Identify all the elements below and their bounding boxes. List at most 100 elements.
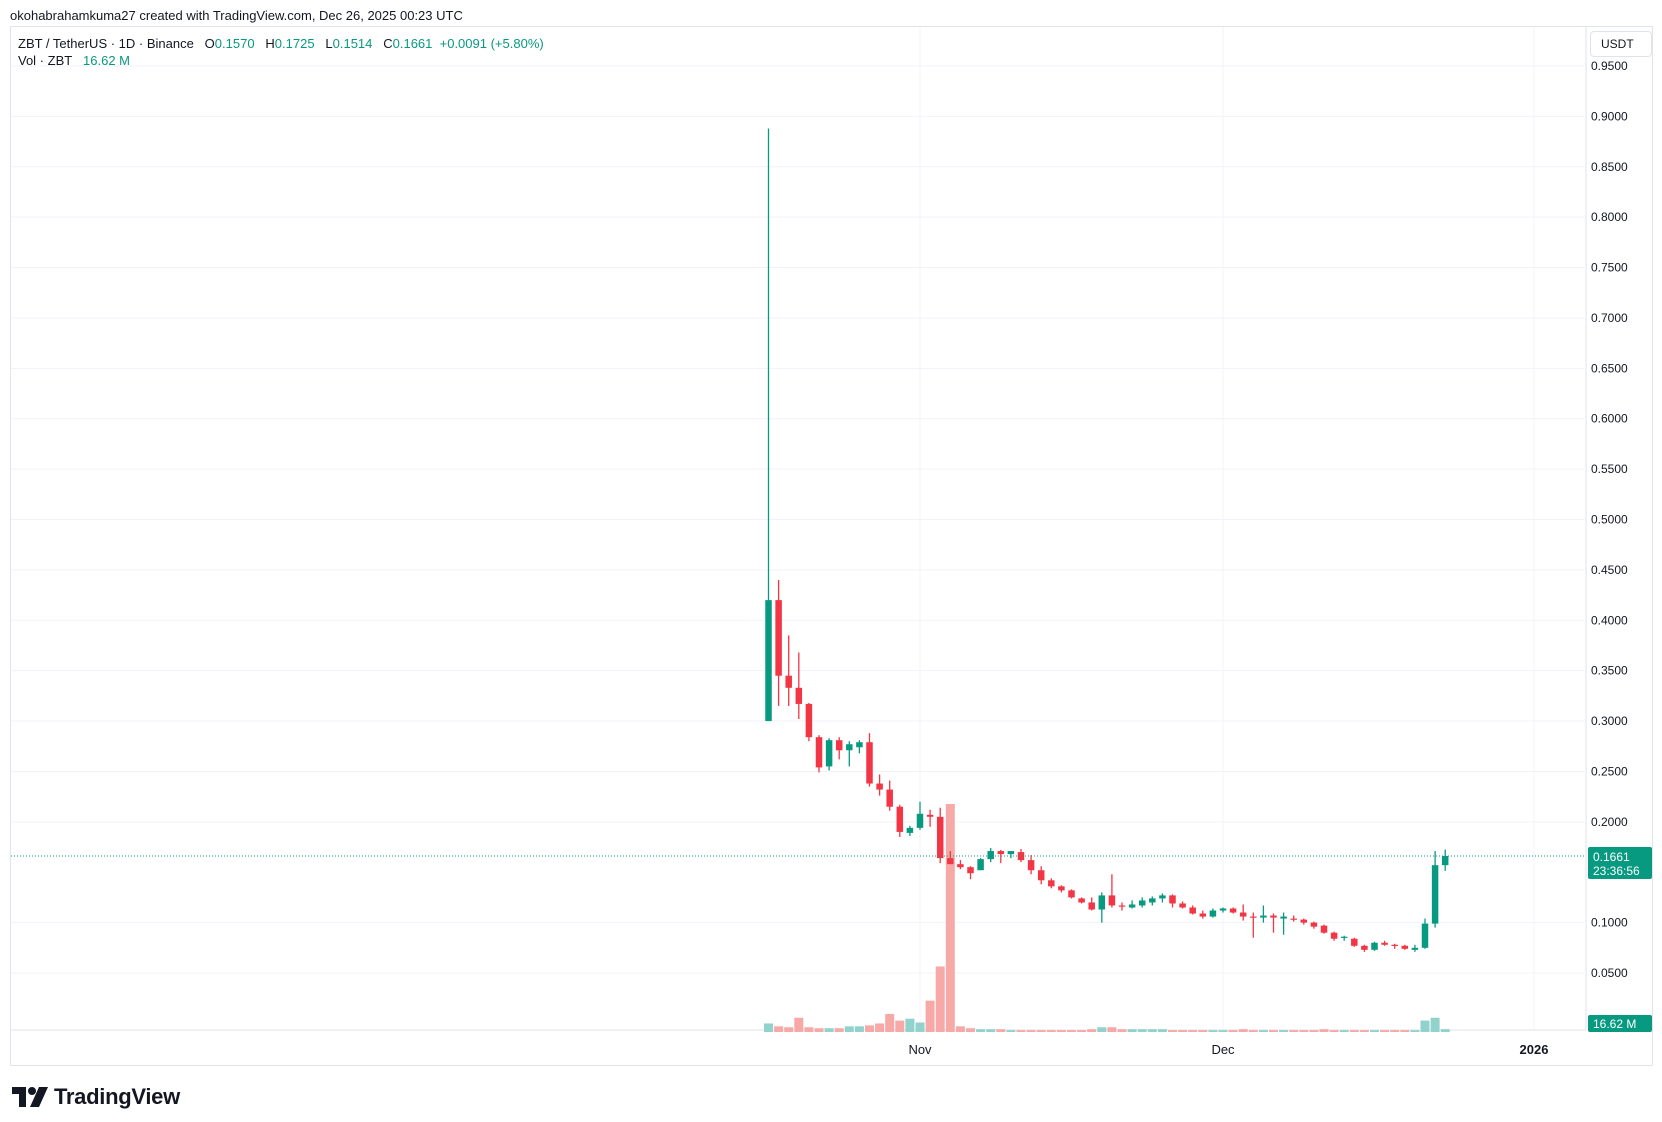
y-tick-label: 0.4500 xyxy=(1591,563,1628,577)
volume-bar xyxy=(905,1018,915,1032)
volume-bar xyxy=(1127,1029,1137,1032)
candle-body xyxy=(1381,942,1388,945)
volume-bar xyxy=(865,1025,874,1032)
volume-bar xyxy=(1390,1030,1400,1032)
candle-body xyxy=(795,687,803,704)
candle-body xyxy=(947,858,954,865)
volume-bar xyxy=(1147,1029,1157,1032)
candle-body xyxy=(805,703,813,738)
volume-bar xyxy=(1198,1030,1208,1032)
candle-body xyxy=(1088,902,1095,910)
volume-bar xyxy=(1067,1030,1076,1032)
volume-bar xyxy=(1238,1029,1248,1032)
volume-bar xyxy=(1077,1030,1087,1032)
volume-tag-value: 16.62 M xyxy=(1593,1017,1636,1031)
candle-body xyxy=(886,789,893,807)
volume-bar xyxy=(1218,1030,1228,1032)
price-axis: 0.9500 0.9000 0.8500 0.8000 0.7500 0.7000 0.65… xyxy=(1588,59,1650,1033)
volume-bar xyxy=(1329,1030,1339,1032)
volume-bar xyxy=(945,804,955,1032)
candle-body xyxy=(1351,938,1358,946)
candle-body xyxy=(1330,932,1338,939)
candle-body xyxy=(1239,912,1247,917)
volume-bars xyxy=(764,804,1450,1032)
candle-body xyxy=(1209,910,1217,917)
candle-body xyxy=(1108,895,1116,906)
candle-body xyxy=(896,806,904,832)
volume-bar xyxy=(1309,1030,1319,1032)
price-tag xyxy=(1588,846,1652,879)
volume-bar xyxy=(895,1020,905,1032)
volume-bar xyxy=(1380,1030,1390,1032)
volume-bar xyxy=(935,966,945,1032)
volume-bar xyxy=(1208,1030,1218,1032)
volume-bar xyxy=(1248,1030,1258,1032)
tradingview-logo[interactable]: TradingView xyxy=(12,1084,180,1110)
volume-bar xyxy=(1289,1030,1299,1032)
candle-body xyxy=(997,851,1005,855)
volume-bar xyxy=(1137,1029,1147,1032)
candle-body xyxy=(1058,886,1065,891)
candles xyxy=(765,128,1449,952)
volume-bar xyxy=(1056,1030,1066,1032)
volume-bar xyxy=(1178,1030,1188,1032)
candle-body xyxy=(835,740,843,751)
low-value: 0.1514 xyxy=(332,36,373,51)
candle-body xyxy=(1149,898,1156,903)
candle-body xyxy=(1431,865,1439,924)
volume-bar xyxy=(1319,1029,1329,1032)
y-tick-label: 0.9000 xyxy=(1591,109,1628,123)
chart-attribution: okohabrahamkuma27 created with TradingVi… xyxy=(10,8,463,23)
candle-body xyxy=(1138,900,1146,906)
y-tick-label: 0.5000 xyxy=(1591,513,1628,527)
volume-bar xyxy=(1228,1030,1238,1032)
candle-body xyxy=(1229,908,1237,913)
volume-bar xyxy=(1026,1030,1036,1032)
candle-body xyxy=(926,814,934,817)
volume-bar xyxy=(1117,1029,1127,1032)
volume-bar xyxy=(996,1029,1006,1032)
close-label: C xyxy=(383,36,393,51)
candle-body xyxy=(957,864,964,868)
symbol-title[interactable]: ZBT / TetherUS · 1D · Binance xyxy=(18,36,194,51)
volume-label[interactable]: Vol · ZBT xyxy=(18,53,73,68)
candle-body xyxy=(1219,908,1227,911)
volume-bar xyxy=(1359,1030,1369,1032)
volume-bar xyxy=(784,1027,794,1032)
candle-body xyxy=(1128,904,1136,908)
volume-value: 16.62 M xyxy=(83,53,131,68)
volume-bar xyxy=(1420,1020,1430,1032)
high-value: 0.1725 xyxy=(274,36,315,51)
candle-body xyxy=(1078,898,1085,903)
candle-body xyxy=(1260,915,1267,918)
volume-bar xyxy=(986,1029,996,1032)
x-tick-label: 2026 xyxy=(1520,1042,1549,1057)
volume-bar xyxy=(774,1026,784,1032)
candle-body xyxy=(1179,903,1186,908)
candle-body xyxy=(1411,947,1419,950)
y-tick-label: 0.5500 xyxy=(1591,462,1628,476)
candle-body xyxy=(1371,942,1378,950)
volume-bar xyxy=(1349,1030,1359,1032)
volume-bar xyxy=(1258,1030,1268,1032)
candle-body xyxy=(1391,944,1398,946)
volume-bar xyxy=(834,1028,844,1032)
candle-body xyxy=(1361,945,1368,950)
tradingview-logo-icon xyxy=(12,1087,48,1107)
currency-button[interactable]: USDT xyxy=(1590,31,1652,57)
y-tick-label: 0.7000 xyxy=(1591,311,1628,325)
y-tick-label: 0.0500 xyxy=(1591,966,1628,980)
volume-bar xyxy=(1016,1030,1026,1032)
volume-bar xyxy=(1087,1029,1097,1032)
volume-bar xyxy=(1410,1030,1420,1032)
volume-bar xyxy=(915,1022,925,1032)
time-axis: Nov Dec 2026 xyxy=(908,1042,1548,1057)
y-tick-label: 0.6000 xyxy=(1591,412,1628,426)
price-tag-countdown: 23:36:56 xyxy=(1593,864,1640,878)
candle-body xyxy=(1441,855,1449,866)
y-tick-label: 0.9500 xyxy=(1591,59,1628,73)
tradingview-logo-text: TradingView xyxy=(54,1084,180,1109)
candle-body xyxy=(936,816,944,859)
candle-body xyxy=(765,600,772,722)
